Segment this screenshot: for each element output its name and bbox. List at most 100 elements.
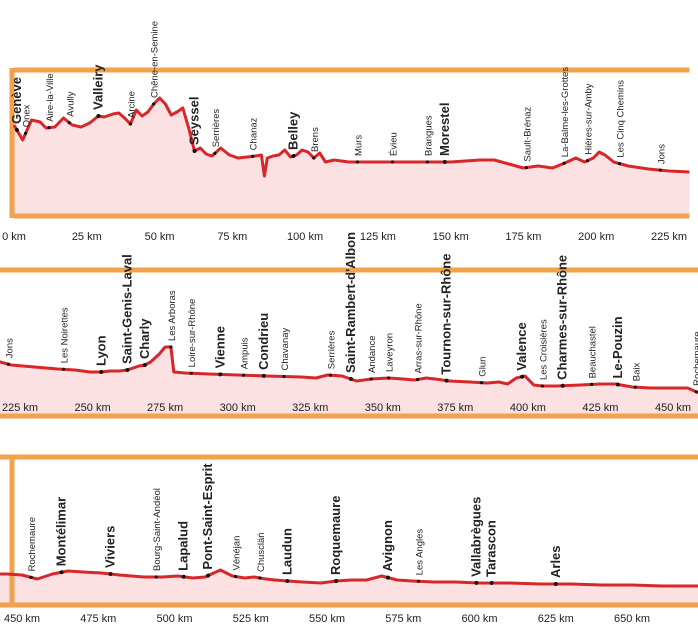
profile-area-1: [14, 98, 690, 216]
town-dot: [213, 151, 217, 155]
town-dot: [285, 579, 290, 583]
town-label: Le-Pouzin: [610, 316, 625, 378]
town-dot: [189, 371, 193, 375]
town-label: Morestel: [437, 103, 452, 156]
x-tick-label: 325 km: [292, 402, 328, 414]
x-tick-label: 575 km: [385, 613, 421, 625]
x-tick-label: 0 km: [2, 231, 26, 243]
town-label: Hières-sur-Amby: [584, 83, 595, 155]
town-dot: [585, 159, 590, 163]
x-tick-label: 100 km: [287, 231, 323, 243]
town-label: Seyssel: [187, 97, 202, 145]
town-label: Charly: [137, 318, 152, 359]
town-dot: [560, 383, 565, 388]
town-label: Brens: [310, 127, 321, 152]
x-tick-label: 25 km: [72, 231, 102, 243]
town-dot: [6, 362, 10, 366]
town-label: Les Croisières: [538, 319, 549, 380]
x-tick-label: 425 km: [582, 402, 618, 414]
town-dot: [99, 370, 104, 374]
x-tick-label: 300 km: [220, 402, 256, 414]
town-dot: [355, 160, 360, 164]
town-label: Les Noirettes: [60, 307, 71, 363]
town-label: Belley: [286, 111, 301, 150]
town-dot: [694, 390, 698, 394]
town-label: Lyon: [93, 335, 108, 366]
town-dot: [442, 160, 447, 164]
town-label: Montélimar: [54, 497, 69, 566]
town-dot: [96, 114, 101, 118]
town-label: Arcine: [126, 91, 137, 118]
x-tick-label: 75 km: [217, 231, 247, 243]
town-dot: [390, 160, 394, 164]
town-label: Andance: [367, 335, 378, 373]
town-dot: [241, 373, 246, 377]
x-tick-label: 450 km: [4, 613, 40, 625]
town-dot: [348, 377, 353, 381]
town-label: Chuscläń: [256, 532, 267, 572]
x-tick-label: 600 km: [461, 613, 497, 625]
town-dot: [386, 575, 390, 580]
town-label: Charmes-sur-Rhône: [555, 255, 570, 380]
town-dot: [474, 580, 479, 585]
town-dot: [47, 126, 51, 130]
town-dot: [152, 102, 156, 106]
town-dot: [425, 160, 429, 164]
town-label: Valleiry: [90, 64, 105, 110]
town-dot: [387, 376, 391, 380]
town-dot: [540, 384, 545, 388]
town-label: Bourg-Saint-Andéol: [152, 488, 163, 571]
town-dot: [192, 149, 197, 153]
town-dot: [59, 570, 64, 575]
x-tick-label: 350 km: [365, 402, 401, 414]
town-dot: [658, 168, 662, 172]
town-label: Condrieu: [256, 313, 271, 370]
town-dot: [14, 128, 19, 132]
town-label: Loire-sur-Rhône: [187, 299, 198, 368]
town-label: Pont-Saint-Esprit: [200, 463, 215, 570]
town-label: Vallabrègues: [468, 497, 483, 577]
town-dot: [233, 574, 238, 579]
x-tick-label: 475 km: [80, 613, 116, 625]
town-dot: [369, 377, 373, 381]
town-label: Jons: [4, 338, 15, 358]
town-label: Avully: [65, 91, 76, 116]
town-dot: [416, 579, 421, 583]
profile-area-2: [0, 347, 698, 416]
town-dot: [67, 121, 71, 125]
town-label: Arras-sur-Rhône: [414, 303, 425, 373]
town-dot: [562, 161, 566, 165]
profile-line-1: [12, 96, 690, 178]
town-label: Les Angles: [415, 529, 426, 576]
town-label: Valence: [514, 322, 529, 370]
town-label: Vienne: [212, 326, 227, 368]
town-label: Viviers: [103, 526, 118, 568]
town-label: Roquemaure: [328, 496, 343, 575]
town-label: Rochemaure: [692, 331, 698, 385]
town-label: Jons: [656, 144, 667, 164]
x-tick-label: 550 km: [309, 613, 345, 625]
town-label: Sault-Brénaz: [522, 106, 533, 161]
town-label: Chanaz: [249, 117, 260, 150]
profile-line-2: [0, 345, 698, 395]
town-dot: [444, 378, 449, 383]
town-label: Vénéjan: [232, 536, 243, 571]
town-dot: [218, 372, 223, 377]
town-dot: [154, 575, 158, 579]
town-dot: [142, 363, 147, 367]
town-dot: [261, 373, 266, 378]
town-dot: [282, 374, 286, 379]
town-dot: [251, 154, 255, 158]
x-tick-label: 500 km: [156, 613, 192, 625]
town-label: Arles: [548, 545, 563, 578]
town-label: Beauchastel: [588, 326, 599, 378]
town-label: La-Balme-les-Grottes: [560, 67, 571, 158]
x-tick-label: 650 km: [614, 613, 650, 625]
town-label: Tarascon: [484, 520, 499, 577]
town-dot: [416, 377, 420, 382]
town-dot: [312, 156, 316, 160]
x-tick-label: 250 km: [75, 402, 111, 414]
town-dot: [524, 166, 529, 170]
